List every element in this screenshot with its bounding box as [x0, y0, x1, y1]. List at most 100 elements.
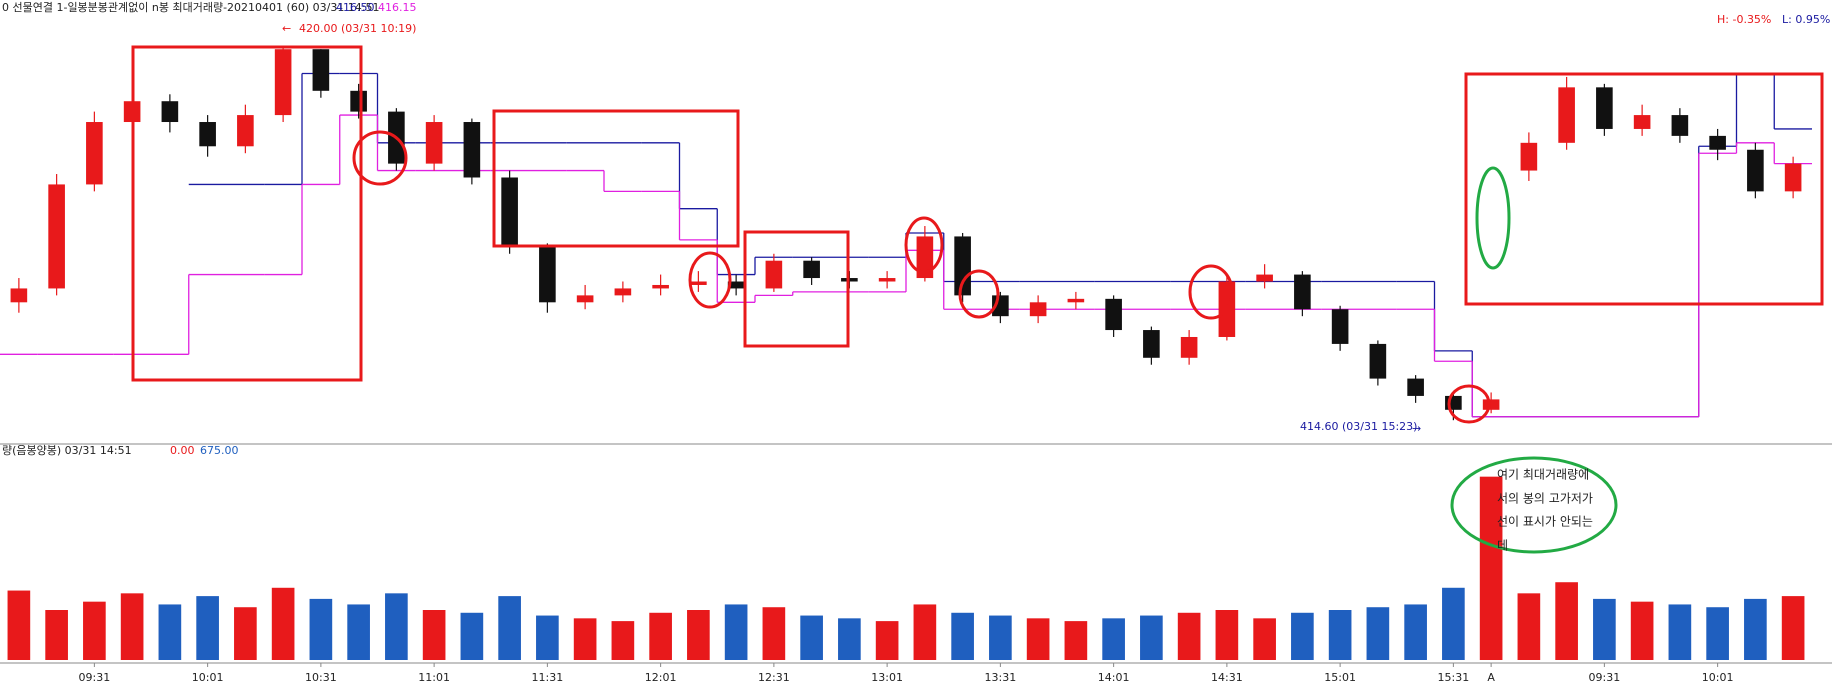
highlight-box — [492, 109, 740, 248]
x-tick-label: 09:31 — [79, 671, 111, 684]
x-tick-label: 10:01 — [1702, 671, 1734, 684]
volume-bar — [1064, 621, 1088, 660]
volume-readout-down: 675.00 — [200, 444, 239, 457]
candle-body — [199, 122, 216, 147]
annotations — [131, 45, 1824, 554]
candle-body — [1596, 87, 1613, 129]
green-ellipse — [1450, 456, 1618, 554]
highlight-circle — [958, 269, 1000, 319]
green-ellipse — [1475, 166, 1511, 270]
high-annotation: 420.00 (03/31 10:19) — [299, 22, 416, 35]
note-line: 서의 봉의 고가저가 — [1497, 492, 1593, 506]
volume-bar — [611, 621, 635, 660]
candle-body — [86, 122, 103, 185]
readout-line: 416.15 — [378, 1, 417, 14]
volume-bar — [7, 590, 31, 660]
volume-bar — [800, 615, 823, 660]
volume-bar — [347, 604, 370, 660]
x-tick-label: 09:31 — [1589, 671, 1621, 684]
volume-bar — [385, 593, 408, 660]
volume-bar — [234, 607, 257, 660]
candle-body — [954, 236, 971, 296]
volume-bar — [536, 615, 559, 660]
volume-bar — [83, 601, 106, 660]
candle-body — [274, 49, 292, 116]
volume-bar — [1215, 610, 1239, 660]
x-tick-label: 15:31 — [1438, 671, 1470, 684]
candle-body — [1633, 115, 1651, 129]
volume-bar — [1744, 598, 1767, 660]
volume-bar — [45, 610, 68, 660]
candle-body — [1331, 309, 1349, 344]
candle-body — [1143, 330, 1160, 358]
candle-body — [1709, 135, 1726, 150]
volume-bar — [196, 596, 219, 660]
volume-bar — [989, 615, 1012, 660]
candle-body — [312, 49, 330, 91]
candle-body — [1294, 274, 1311, 310]
volume-bar — [951, 612, 974, 660]
candle-body — [1180, 336, 1198, 358]
chart-title: 0 선물연결 1-일봉분봉관계없이 n봉 최대거래량-20210401 (60)… — [2, 0, 380, 14]
note-line: 선이 표시가 안되는 — [1497, 515, 1593, 529]
candle-body — [237, 115, 254, 147]
candle-body — [727, 281, 745, 289]
highlight-circle — [352, 130, 408, 186]
volume-bar — [1291, 612, 1314, 660]
candle-body — [576, 295, 594, 303]
x-tick-label: 15:01 — [1324, 671, 1356, 684]
candle-body — [425, 122, 443, 164]
volume-bar — [1177, 612, 1201, 660]
volume-bar — [838, 618, 861, 660]
x-tick-label: 13:01 — [871, 671, 903, 684]
candle-body — [1105, 298, 1122, 331]
candle-body — [765, 260, 783, 289]
candle-body — [1369, 343, 1387, 379]
arrow: ← — [282, 22, 291, 35]
volume-bar — [1026, 618, 1050, 660]
volume-bar — [913, 604, 937, 660]
highlight-circle — [1188, 264, 1234, 320]
volume-bar — [649, 612, 672, 660]
candle-body — [614, 288, 632, 296]
volume-bar — [762, 607, 786, 660]
candle-body — [1029, 302, 1047, 317]
volume-title: 량(음봉양봉) 03/31 14:51 — [2, 444, 132, 457]
candle-body — [1747, 149, 1764, 192]
volume-bar — [1706, 607, 1729, 660]
note-line: 데 — [1497, 539, 1508, 553]
low-change: L: 0.95% — [1782, 13, 1830, 26]
x-tick-label: 10:01 — [192, 671, 224, 684]
volume-bar — [1781, 596, 1805, 660]
volume-bar — [1253, 618, 1276, 660]
candle-body — [1784, 163, 1802, 192]
candle-body — [878, 278, 896, 282]
volume-bar — [1479, 476, 1503, 660]
candle-body — [48, 184, 65, 289]
highlight-circle — [904, 216, 944, 274]
candle-body — [463, 122, 481, 178]
candle-body — [539, 246, 556, 303]
volume-bar — [1328, 610, 1352, 660]
candle-body — [803, 260, 820, 279]
volume-bar — [1630, 601, 1654, 660]
volume-bar — [271, 587, 295, 660]
highlight-circle — [688, 251, 732, 309]
x-tick-label: 11:31 — [532, 671, 564, 684]
volume-bar — [1555, 582, 1578, 660]
plot: 09:31 10:01 10:31 11:01 11:31 12:01 12:31 13:01… — [0, 45, 1812, 684]
low-annotation: 414.60 (03/31 15:23) — [1300, 420, 1417, 433]
high-change: H: -0.35% — [1717, 13, 1771, 26]
volume-bar — [573, 618, 597, 660]
candle-body — [10, 288, 28, 303]
readout-close: 416.50 — [336, 1, 375, 14]
candle-body — [1671, 115, 1689, 136]
note-line: 여기 최대거래량에 — [1497, 468, 1589, 482]
candle-body — [1520, 142, 1538, 171]
x-tick-label: 13:31 — [985, 671, 1017, 684]
candle-body — [916, 236, 934, 279]
candle-body — [690, 281, 707, 285]
candle-body — [1482, 399, 1500, 410]
candle-body — [501, 177, 518, 247]
highlight-circle — [1447, 384, 1491, 424]
